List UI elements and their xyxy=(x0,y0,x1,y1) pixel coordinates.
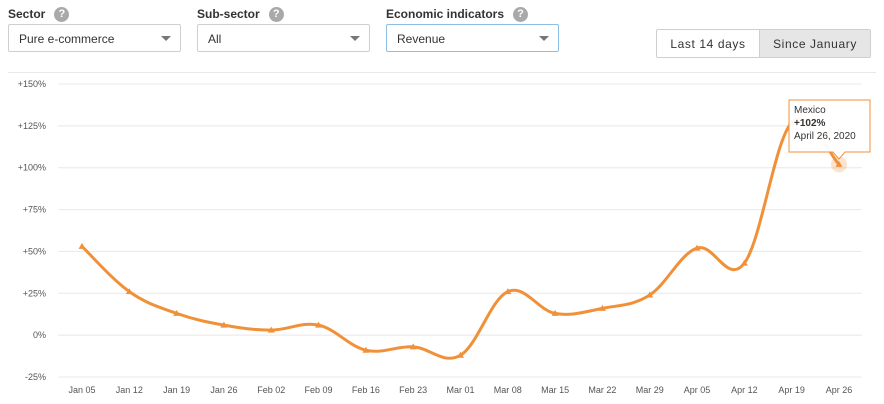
data-point-marker[interactable] xyxy=(315,321,323,328)
chevron-down-icon xyxy=(539,36,549,41)
subsector-select-value: All xyxy=(208,32,222,46)
x-tick-label: Apr 12 xyxy=(731,385,758,395)
subsector-help-icon[interactable]: ? xyxy=(268,6,284,22)
x-tick-label: Apr 26 xyxy=(826,385,853,395)
y-tick-label: 0% xyxy=(33,330,46,340)
data-point-marker[interactable] xyxy=(409,343,417,350)
revenue-line-chart: -25% 0% +25% +50% +75% +100% +125% +150% Jan 05… xyxy=(18,79,871,395)
x-tick-label: Feb 16 xyxy=(352,385,380,395)
data-point-marker[interactable] xyxy=(740,259,748,266)
chevron-down-icon xyxy=(161,36,171,41)
x-tick-label: Mar 29 xyxy=(636,385,664,395)
y-axis: -25% 0% +25% +50% +75% +100% +125% +150% xyxy=(18,79,46,382)
sector-select-value: Pure e-commerce xyxy=(19,32,115,46)
data-point-marker[interactable] xyxy=(598,304,606,311)
y-tick-label: +150% xyxy=(18,79,46,89)
y-tick-label: +75% xyxy=(23,205,46,215)
x-tick-label: Mar 22 xyxy=(588,385,616,395)
tooltip-country: Mexico xyxy=(794,105,826,116)
chart-grid xyxy=(58,83,862,378)
y-tick-label: +50% xyxy=(23,246,46,256)
chevron-down-icon xyxy=(350,36,360,41)
data-point-marker[interactable] xyxy=(504,288,512,295)
tooltip-box xyxy=(788,99,871,160)
y-tick-label: +100% xyxy=(18,163,46,173)
y-tick-label: +25% xyxy=(23,288,46,298)
x-tick-label: Jan 26 xyxy=(210,385,237,395)
x-tick-label: Feb 23 xyxy=(399,385,427,395)
y-tick-label: +125% xyxy=(18,121,46,131)
data-point-marker[interactable] xyxy=(173,309,181,316)
subsector-label: Sub-sector xyxy=(197,7,260,21)
data-point-marker[interactable] xyxy=(362,346,370,353)
date-range-toggle: Last 14 days Since January xyxy=(656,29,871,58)
x-tick-label: Feb 02 xyxy=(257,385,285,395)
subsector-filter: Sub-sector ? xyxy=(197,6,284,22)
x-axis: Jan 05 Jan 12 Jan 19 Jan 26 Feb 02 Feb 09 Feb … xyxy=(68,385,852,395)
indicator-help-icon[interactable]: ? xyxy=(513,6,529,22)
tooltip-date: April 26, 2020 xyxy=(794,131,856,142)
data-point-marker[interactable] xyxy=(551,309,559,316)
indicator-select[interactable]: Revenue xyxy=(386,24,559,52)
sector-label: Sector xyxy=(8,7,46,21)
divider xyxy=(8,72,876,73)
data-point-marker[interactable] xyxy=(220,321,228,328)
since-january-button[interactable]: Since January xyxy=(760,30,870,57)
y-tick-label: -25% xyxy=(25,372,46,382)
indicator-filter: Economic indicators ? xyxy=(386,6,529,22)
tooltip-value: +102% xyxy=(794,118,826,129)
subsector-select[interactable]: All xyxy=(197,24,370,52)
x-tick-label: Jan 12 xyxy=(116,385,143,395)
sector-help-icon[interactable]: ? xyxy=(54,6,70,22)
x-tick-label: Apr 05 xyxy=(684,385,711,395)
data-point-marker[interactable] xyxy=(693,244,701,251)
x-tick-label: Feb 09 xyxy=(305,385,333,395)
x-tick-label: Mar 01 xyxy=(446,385,474,395)
data-point-marker[interactable] xyxy=(125,288,133,295)
data-markers xyxy=(78,119,847,358)
last-14-days-button[interactable]: Last 14 days xyxy=(657,30,760,57)
sector-select[interactable]: Pure e-commerce xyxy=(8,24,181,52)
x-tick-label: Apr 19 xyxy=(778,385,805,395)
indicator-select-value: Revenue xyxy=(397,32,446,46)
data-point-marker[interactable] xyxy=(267,326,275,333)
data-point-marker[interactable] xyxy=(835,160,843,167)
data-point-marker[interactable] xyxy=(457,351,464,358)
x-tick-label: Jan 19 xyxy=(163,385,190,395)
chart-tooltip: Mexico +102% April 26, 2020 xyxy=(788,99,871,160)
x-tick-label: Jan 05 xyxy=(68,385,95,395)
x-tick-label: Mar 08 xyxy=(494,385,522,395)
indicator-label: Economic indicators xyxy=(386,7,505,21)
sector-filter: Sector ? xyxy=(8,6,70,22)
x-tick-label: Mar 15 xyxy=(541,385,569,395)
data-point-marker[interactable] xyxy=(646,291,654,298)
series-line-mexico xyxy=(80,117,841,360)
data-point-marker[interactable] xyxy=(78,242,86,249)
